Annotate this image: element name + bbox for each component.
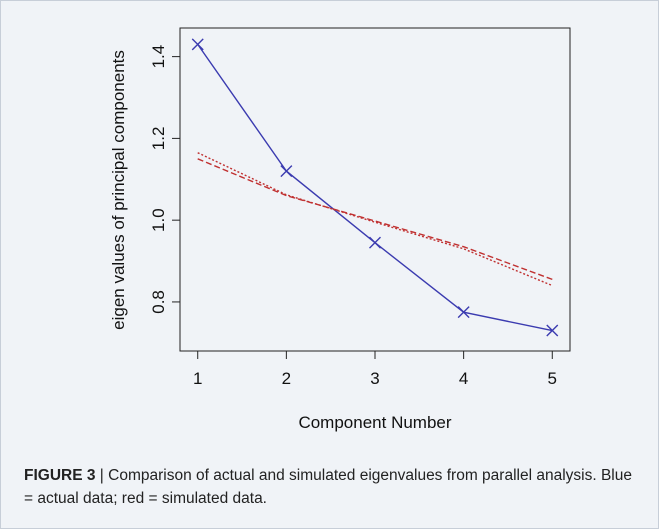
figure-label: FIGURE 3 [24, 467, 96, 484]
y-axis-title: eigen values of principal components [109, 50, 128, 330]
y-axis: 0.8 1.0 1.2 1.4 [149, 45, 180, 314]
series-line-2 [197, 158, 553, 281]
series-line-1 [197, 43, 553, 332]
figure-caption-text: Comparison of actual and simulated eigen… [24, 467, 632, 507]
x-tick-label: 2 [282, 369, 291, 388]
scree-chart: 0.8 1.0 1.2 1.4 1 2 3 4 5 Component Number eige… [109, 27, 571, 432]
x-axis: 1 2 3 4 5 [193, 351, 557, 388]
x-tick-label: 3 [370, 369, 379, 388]
x-tick-label: 5 [548, 369, 557, 388]
y-tick-label: 1.2 [149, 127, 168, 151]
data-point-marker [191, 38, 204, 51]
data-point-marker [280, 165, 293, 178]
figure-caption: FIGURE 3 | Comparison of actual and simu… [24, 464, 639, 510]
y-tick-label: 1.0 [149, 208, 168, 232]
data-point-marker [369, 236, 381, 249]
series-line-3 [197, 152, 553, 287]
y-tick-label: 0.8 [149, 290, 168, 314]
figure-separator: | [95, 467, 109, 484]
y-tick-label: 1.4 [149, 45, 168, 69]
x-tick-label: 4 [459, 369, 468, 388]
x-axis-title: Component Number [298, 413, 451, 432]
series-layer [191, 38, 559, 337]
x-tick-label: 1 [193, 369, 202, 388]
plot-box [179, 27, 571, 352]
data-point-marker [546, 324, 559, 337]
data-point-marker [457, 306, 470, 319]
